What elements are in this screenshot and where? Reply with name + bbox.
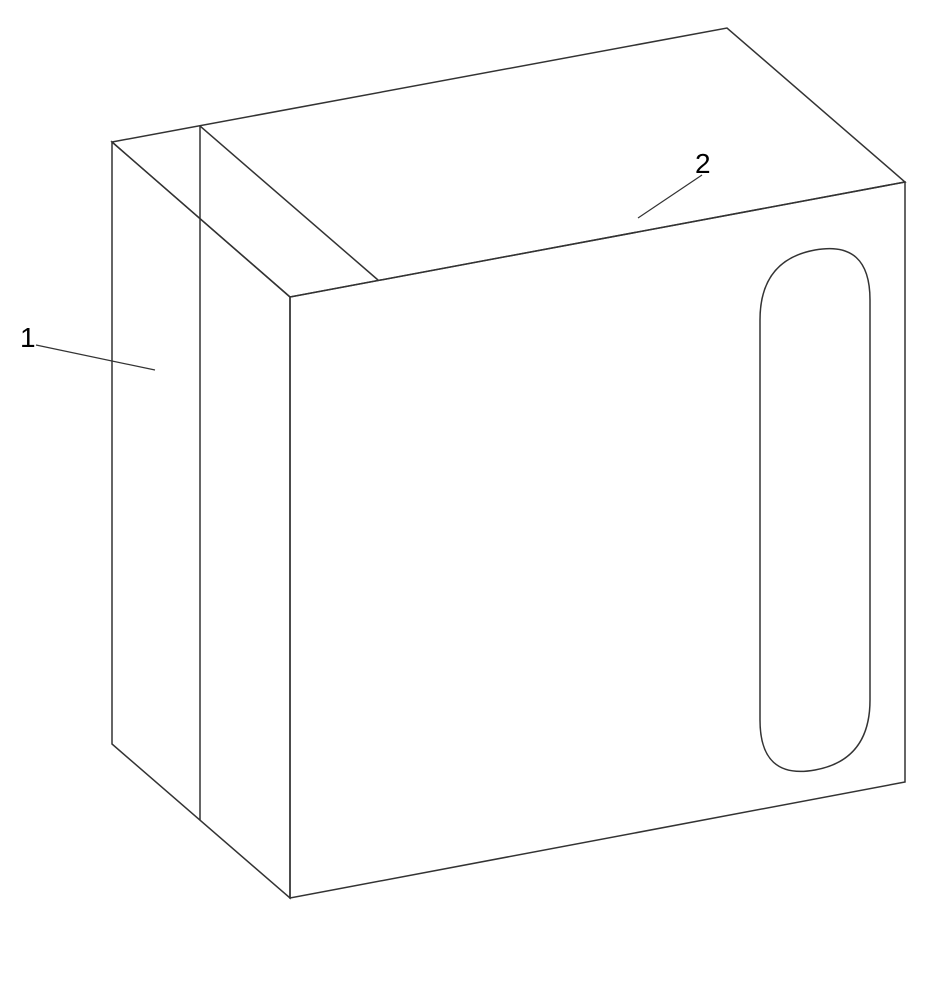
- box-right-face: [290, 182, 905, 898]
- label-2: 2: [695, 148, 711, 180]
- leader-line-2: [638, 175, 702, 218]
- right-face-slot: [760, 249, 870, 772]
- leader-line-1: [36, 345, 155, 370]
- top-divider-line: [200, 126, 378, 280]
- box-front-face: [112, 142, 290, 898]
- label-1: 1: [20, 322, 36, 354]
- isometric-box-diagram: 1 2: [0, 0, 947, 1000]
- box-svg: [0, 0, 947, 1000]
